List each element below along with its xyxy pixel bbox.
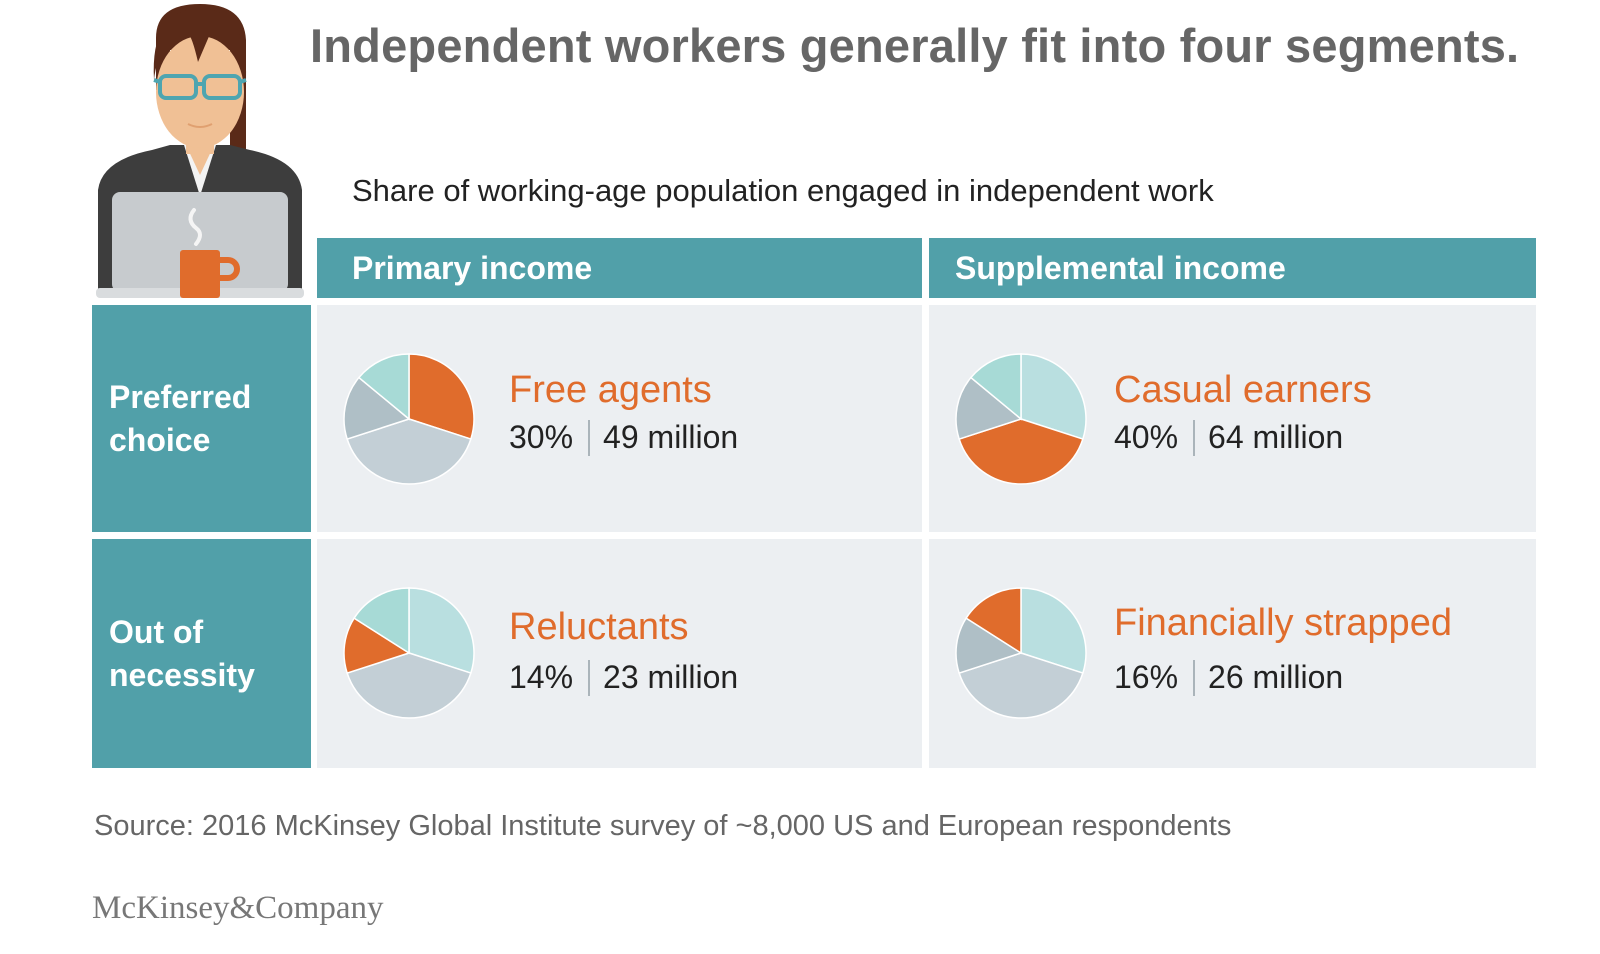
chart-title: Independent workers generally fit into f… (310, 19, 1520, 72)
pie-slice-casual-earners (958, 652, 1084, 719)
segment-name: Free agents (509, 369, 712, 411)
column-header-supplemental-income: Supplemental income (929, 238, 1536, 298)
column-header-label: Primary income (352, 249, 593, 286)
column-header-label: Supplemental income (955, 249, 1286, 286)
laptop-icon (96, 192, 304, 298)
segment-percent: 14% (509, 659, 574, 695)
stat-divider (1193, 659, 1196, 696)
row-header-line: necessity (109, 656, 255, 693)
stat-divider (588, 659, 591, 696)
row-header-line: Out of (109, 613, 204, 650)
row-header-out-of-necessity: Out of necessity (92, 539, 311, 768)
source-note: Source: 2016 McKinsey Global Institute s… (94, 810, 1232, 842)
segment-pie-chart (343, 353, 475, 485)
pie-slice-reluctants (343, 617, 411, 675)
segment-population: 49 million (603, 419, 739, 455)
pie-slice-free-agents (1020, 587, 1087, 675)
pie-slice-casual-earners (958, 418, 1084, 485)
chart-subtitle: Share of working-age population engaged … (352, 173, 1214, 208)
segment-stats: 14% 23 million (509, 659, 738, 696)
segment-cell-casual-earners: Casual earners 40% 64 million (929, 305, 1536, 532)
segment-name: Reluctants (509, 606, 689, 648)
segment-percent: 40% (1114, 419, 1179, 455)
pie-slice-free-agents (408, 353, 475, 441)
pie-slice-financially-strapped (343, 376, 411, 441)
segment-cell-reluctants: Reluctants 14% 23 million (317, 539, 922, 768)
segment-population: 23 million (603, 659, 739, 695)
pie-slice-reluctants (357, 353, 410, 421)
row-header-preferred-choice: Preferred choice (92, 305, 311, 532)
pie-slice-casual-earners (346, 652, 472, 719)
segment-pie-chart (343, 587, 475, 719)
segment-percent: 16% (1114, 659, 1179, 695)
segment-name: Financially strapped (1114, 602, 1452, 644)
pie-slice-financially-strapped (965, 587, 1022, 655)
segment-name: Casual earners (1114, 369, 1372, 411)
column-header-primary-income: Primary income (317, 238, 922, 298)
pie-slice-reluctants (969, 353, 1022, 421)
segment-population: 26 million (1208, 659, 1344, 695)
pie-slice-casual-earners (346, 418, 472, 485)
stat-divider (1193, 419, 1196, 456)
pie-slice-free-agents (408, 587, 475, 675)
stat-divider (588, 419, 591, 456)
pie-slice-financially-strapped (955, 376, 1023, 441)
segment-stats: 30% 49 million (509, 419, 738, 456)
pie-slice-free-agents (1020, 353, 1087, 441)
segment-population: 64 million (1208, 419, 1344, 455)
row-header-line: choice (109, 421, 211, 458)
coffee-mug-icon (180, 208, 240, 298)
row-header-line: Preferred (109, 378, 252, 415)
pie-slice-financially-strapped (353, 587, 410, 655)
segment-percent: 30% (509, 419, 574, 455)
pie-slice-reluctants (955, 617, 1023, 675)
segment-stats: 16% 26 million (1114, 659, 1343, 696)
segment-stats: 40% 64 million (1114, 419, 1343, 456)
segment-cell-free-agents: Free agents 30% 49 million (317, 305, 922, 532)
segment-pie-chart (955, 353, 1087, 485)
worker-illustration (96, 4, 304, 298)
segment-cell-financially-strapped: Financially strapped 16% 26 million (929, 539, 1536, 768)
segment-pie-chart (955, 587, 1087, 719)
brand-logo: McKinsey&Company (92, 890, 384, 926)
